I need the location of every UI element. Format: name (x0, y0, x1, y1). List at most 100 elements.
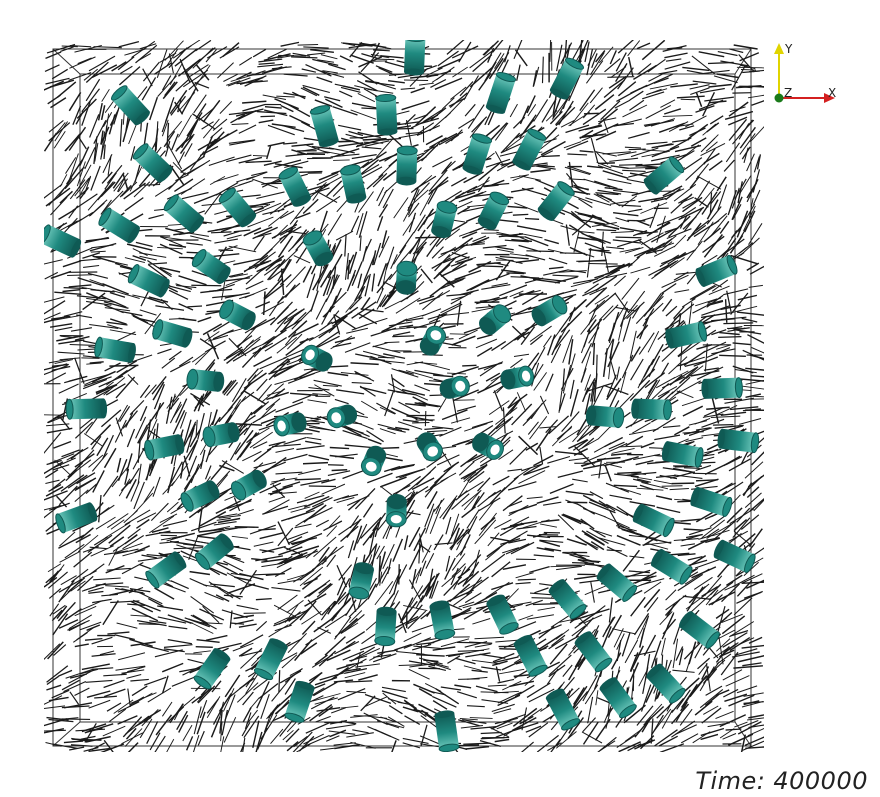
rod-particle (223, 553, 241, 561)
rod-particle (202, 99, 221, 123)
rod-particle (582, 494, 609, 509)
rod-particle (458, 719, 480, 727)
rod-particle (178, 303, 194, 311)
rod-particle (48, 484, 62, 492)
rod-particle (87, 188, 107, 211)
rod-particle (397, 244, 417, 266)
rod-particle (457, 573, 474, 586)
rod-particle (721, 613, 743, 624)
rod-particle (112, 172, 125, 189)
rod-particle (388, 321, 413, 327)
rod-particle (312, 681, 338, 697)
rod-particle (168, 350, 182, 361)
rod-particle (617, 81, 637, 97)
rod-particle (44, 643, 61, 660)
rod-particle (351, 301, 377, 319)
rod-particle (60, 575, 77, 586)
rod-particle (168, 706, 185, 722)
rod-particle (289, 668, 303, 677)
rod-particle (117, 715, 138, 725)
cylinder-particle (152, 319, 193, 348)
rod-particle (191, 521, 217, 532)
rod-particle (711, 329, 727, 336)
rod-particle (579, 559, 604, 569)
rod-particle (344, 444, 372, 449)
rod-particle (506, 272, 525, 275)
rod-particle (107, 513, 129, 529)
cylinder-particle (419, 325, 447, 356)
rod-particle (593, 193, 610, 203)
rod-particle (461, 506, 477, 519)
rod-particle (530, 402, 543, 420)
rod-particle (331, 469, 348, 472)
rod-particle (103, 447, 117, 469)
rod-particle (338, 124, 362, 131)
rod-particle (240, 382, 253, 394)
rod-particle (573, 231, 580, 253)
rod-particle (455, 657, 476, 665)
rod-particle (748, 714, 764, 719)
rod-particle (713, 520, 737, 541)
rod-particle (378, 555, 381, 583)
rod-particle (656, 214, 686, 227)
rod-particle (77, 135, 87, 150)
rod-particle (450, 290, 475, 305)
rod-particle (700, 733, 719, 741)
rod-particle (598, 46, 614, 64)
rod-particle (67, 218, 82, 228)
rod-particle (534, 587, 549, 594)
rod-particle (376, 216, 384, 232)
rod-particle (468, 260, 492, 273)
rod-particle (275, 471, 303, 475)
rod-particle (119, 119, 123, 147)
rod-particle (162, 81, 178, 100)
rod-particle (211, 560, 238, 575)
rod-particle (304, 593, 327, 607)
rod-particle (276, 336, 297, 354)
rod-particle (576, 423, 602, 443)
rod-particle (370, 355, 392, 365)
rod-particle (376, 273, 393, 294)
rod-particle (199, 608, 225, 621)
rod-particle (685, 115, 707, 128)
rod-particle (250, 316, 276, 331)
rod-particle (674, 380, 702, 396)
rod-particle (79, 258, 102, 262)
rod-particle (351, 261, 363, 286)
rod-particle (581, 731, 603, 744)
rod-particle (103, 144, 106, 160)
rod-particle (174, 48, 199, 67)
rod-particle (183, 419, 192, 446)
rod-particle (345, 631, 366, 644)
rod-particle (87, 534, 113, 554)
rod-particle (472, 180, 490, 190)
rod-particle (188, 508, 202, 519)
rod-particle (463, 554, 482, 574)
rod-particle (689, 675, 708, 698)
rod-particle (182, 724, 193, 742)
rod-particle (375, 65, 393, 73)
rod-particle (595, 354, 598, 382)
rod-particle (45, 479, 60, 485)
rod-particle (368, 529, 376, 556)
rod-particle (44, 461, 64, 475)
rod-particle (593, 292, 617, 313)
rod-particle (129, 587, 151, 593)
rod-particle (597, 426, 611, 440)
rod-particle (60, 474, 85, 492)
rod-particle (497, 678, 515, 684)
rod-particle (381, 230, 388, 249)
rod-particle (403, 485, 429, 503)
rod-particle (122, 535, 144, 550)
rod-particle (332, 342, 352, 348)
rod-particle (651, 143, 674, 149)
rod-particle (699, 688, 724, 709)
rod-particle (253, 235, 265, 251)
rod-particle (310, 290, 319, 312)
rod-particle (120, 310, 143, 317)
rod-particle (199, 511, 227, 527)
rod-particle (206, 333, 220, 360)
rod-particle (270, 728, 284, 745)
rod-particle (516, 525, 537, 530)
